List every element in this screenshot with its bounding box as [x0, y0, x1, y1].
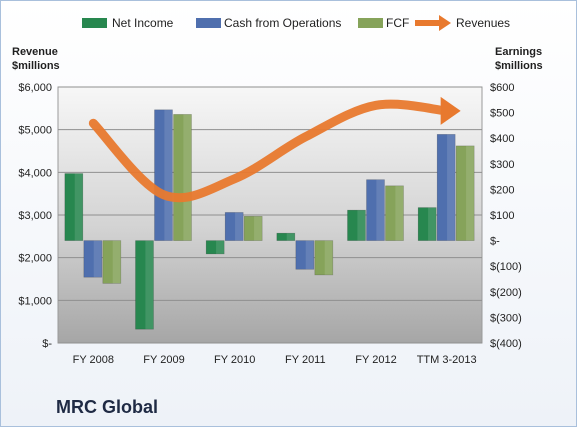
legend-label: Net Income	[112, 16, 174, 30]
left-axis-title: Revenue $millions	[12, 46, 60, 72]
right-tick-label: $100	[490, 210, 514, 222]
bar-sheen	[164, 109, 173, 241]
right-tick-label: $400	[490, 133, 514, 145]
legend-swatch	[82, 18, 107, 28]
bar-net-income	[135, 240, 154, 330]
x-tick-label: FY 2010	[214, 354, 255, 366]
bar-cash-from-operations	[224, 212, 244, 241]
gridlines	[58, 86, 482, 344]
company-title: MRC Global	[56, 397, 158, 417]
bar-sheen	[376, 179, 385, 241]
bar-sheen	[286, 233, 295, 241]
bar-sheen	[324, 240, 333, 275]
bar-sheen	[447, 134, 456, 241]
right-tick-label: $200	[490, 184, 514, 196]
x-tick-label: FY 2008	[73, 354, 114, 366]
x-axis-ticks: FY 2008 FY 2009 FY 2010 FY 2011 FY 2012 TTM 3…	[73, 354, 477, 366]
bars	[64, 109, 475, 330]
x-tick-label: TTM 3-2013	[417, 354, 477, 366]
bar-sheen	[428, 207, 437, 241]
revenue-line	[88, 96, 461, 203]
bar-fcf	[243, 215, 263, 241]
legend-label: Revenues	[456, 16, 510, 30]
right-tick-label: $300	[490, 159, 514, 171]
bar-fcf	[455, 145, 475, 241]
legend-label: Cash from Operations	[224, 16, 341, 30]
bar-fcf	[314, 240, 334, 276]
bar-fcf	[102, 240, 122, 284]
revenue-series-line	[88, 99, 452, 203]
legend-swatch	[358, 18, 383, 28]
x-tick-label: FY 2011	[285, 354, 326, 366]
right-tick-label: $(300)	[490, 312, 522, 324]
bar-net-income	[205, 240, 225, 255]
bar-cash-from-operations	[366, 179, 385, 241]
legend: Net Income Cash from Operations FCF Revenue…	[82, 15, 510, 31]
right-axis-ticks: $(400) $(300) $(200) $(100) $- $100 $200 $300 $4…	[490, 82, 522, 350]
bar-net-income	[64, 173, 84, 241]
bar-cash-from-operations	[154, 109, 173, 241]
right-tick-label: $600	[490, 82, 514, 94]
right-tick-label: $-	[490, 236, 500, 248]
bar-net-income	[417, 207, 437, 241]
legend-swatch	[196, 18, 221, 28]
left-tick-label: $-	[42, 338, 52, 350]
right-tick-label: $(100)	[490, 261, 522, 273]
bar-sheen	[235, 212, 244, 241]
x-tick-label: FY 2009	[143, 354, 184, 366]
right-tick-label: $(400)	[490, 338, 522, 350]
legend-swatch-arrow	[439, 15, 451, 31]
bar-cash-from-operations	[295, 240, 315, 270]
left-tick-label: $6,000	[18, 82, 52, 94]
left-axis-ticks: $- $1,000 $2,000 $3,000 $4,000 $5,000 $6,000	[18, 82, 52, 350]
bar-fcf	[173, 114, 192, 241]
bar-sheen	[216, 240, 225, 254]
left-tick-label: $5,000	[18, 125, 52, 137]
bar-cash-from-operations	[436, 134, 456, 241]
bar-cash-from-operations	[83, 240, 103, 278]
bar-sheen	[254, 216, 263, 241]
bar-sheen	[395, 185, 404, 241]
right-tick-label: $500	[490, 108, 514, 120]
bar-sheen	[74, 173, 83, 241]
revenue-arrowhead	[440, 96, 461, 125]
bar-sheen	[466, 145, 475, 241]
bar-sheen	[93, 240, 102, 278]
bar-net-income	[276, 232, 296, 241]
bar-net-income	[347, 209, 366, 241]
left-tick-label: $4,000	[18, 167, 52, 179]
x-tick-label: FY 2012	[355, 354, 396, 366]
bar-sheen	[305, 240, 314, 270]
bar-sheen	[183, 114, 192, 241]
bar-sheen	[357, 210, 366, 241]
axis-titles: Revenue $millions Earnings $millions	[12, 46, 543, 72]
left-tick-label: $3,000	[18, 210, 52, 222]
right-axis-title: Earnings $millions	[495, 46, 543, 72]
bar-sheen	[145, 240, 154, 330]
right-tick-label: $(200)	[490, 287, 522, 299]
bar-fcf	[385, 185, 404, 241]
left-tick-label: $1,000	[18, 295, 52, 307]
bar-sheen	[112, 240, 121, 284]
legend-label: FCF	[386, 16, 409, 30]
left-tick-label: $2,000	[18, 253, 52, 265]
